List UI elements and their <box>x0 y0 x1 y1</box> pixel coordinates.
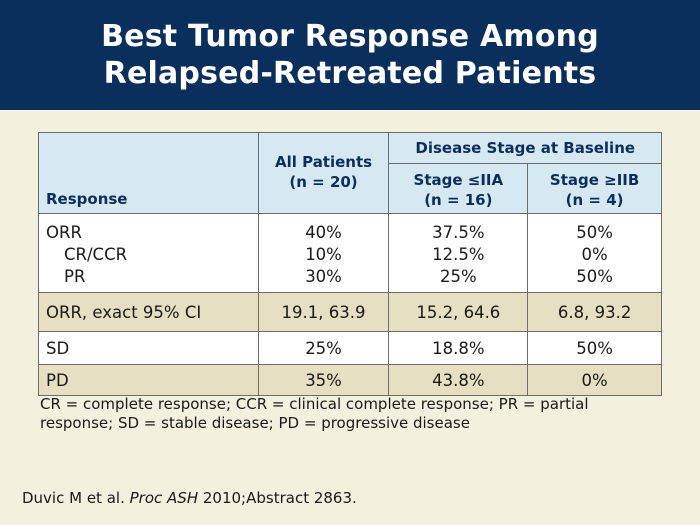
pd-stage-iia-value: 43.8% <box>388 364 529 396</box>
table-column-header-row: Stage ≤IIA (n = 16) Stage ≥IIB (n = 4) <box>39 163 662 214</box>
response-column-header: Response <box>38 132 259 214</box>
pr-stage-iia-value: 25% <box>439 267 477 286</box>
table-group-header-row: Response All Patients (n = 20) Disease S… <box>38 132 662 214</box>
cr-ccr-all-value: 10% <box>305 245 342 264</box>
table-row-sd: SD 25% 18.8% 50% <box>38 331 662 365</box>
table-row-orr: ORR CR/CCR PR 40% 10% 30% 37.5% 12.5% 25… <box>38 213 662 293</box>
stage-iib-header-label: Stage ≥IIB <box>549 171 640 189</box>
orr-label: ORR <box>46 223 82 242</box>
stage-iib-header-n: (n = 4) <box>565 191 624 209</box>
table-row-pd: PD 35% 43.8% 0% <box>38 364 662 396</box>
citation: Duvic M et al. Proc ASH 2010;Abstract 28… <box>22 489 357 507</box>
ci-stage-iia-value: 15.2, 64.6 <box>388 292 529 332</box>
abbreviation-footnote: CR = complete response; CCR = clinical c… <box>40 395 589 432</box>
orr-stage-iib-cell: 50% 0% 50% <box>527 213 662 293</box>
slide-title-line1: Best Tumor Response Among <box>101 19 599 54</box>
citation-details: 2010;Abstract 2863. <box>202 489 357 507</box>
all-patients-header-label: All Patients <box>274 152 373 171</box>
cr-ccr-stage-iib-value: 0% <box>581 245 608 264</box>
stage-iia-column-header: Stage ≤IIA (n = 16) <box>388 163 529 214</box>
orr-stage-iia-cell: 37.5% 12.5% 25% <box>388 213 529 293</box>
tumor-response-table: Response All Patients (n = 20) Disease S… <box>38 132 662 396</box>
disease-stage-header-label: Disease Stage at Baseline <box>415 139 636 157</box>
pr-label: PR <box>64 267 86 286</box>
orr-stage-iib-value: 50% <box>576 223 613 242</box>
all-patients-header-n: (n = 20) <box>289 172 358 191</box>
pd-all-value: 35% <box>257 364 390 396</box>
table-row-orr-ci: ORR, exact 95% CI 19.1, 63.9 15.2, 64.6 … <box>38 292 662 332</box>
title-banner: Best Tumor Response Among Relapsed-Retre… <box>0 0 700 110</box>
cr-ccr-label: CR/CCR <box>64 245 128 264</box>
sd-stage-iib-value: 50% <box>527 331 662 365</box>
response-header-label: Response <box>46 190 128 208</box>
all-patients-column-header: All Patients (n = 20) <box>257 132 390 214</box>
orr-all-cell: 40% 10% 30% <box>257 213 390 293</box>
stage-iia-header-label: Stage ≤IIA <box>413 171 504 189</box>
slide-title-line2: Relapsed-Retreated Patients <box>103 56 597 91</box>
orr-label-cell: ORR CR/CCR PR <box>38 213 259 293</box>
stage-iib-column-header: Stage ≥IIB (n = 4) <box>527 163 662 214</box>
cr-ccr-stage-iia-value: 12.5% <box>432 245 485 264</box>
sd-stage-iia-value: 18.8% <box>388 331 529 365</box>
pd-label-cell: PD <box>38 364 259 396</box>
stage-iia-header-n: (n = 16) <box>424 191 493 209</box>
sd-label-cell: SD <box>38 331 259 365</box>
orr-all-value: 40% <box>305 223 342 242</box>
citation-journal: Proc ASH <box>129 489 199 507</box>
pr-all-value: 30% <box>305 267 342 286</box>
ci-all-value: 19.1, 63.9 <box>257 292 390 332</box>
pd-stage-iib-value: 0% <box>527 364 662 396</box>
disease-stage-group-header: Disease Stage at Baseline <box>388 132 662 164</box>
pr-stage-iib-value: 50% <box>576 267 613 286</box>
sd-all-value: 25% <box>257 331 390 365</box>
orr-stage-iia-value: 37.5% <box>432 223 485 242</box>
citation-authors: Duvic M et al. <box>22 489 125 507</box>
ci-stage-iib-value: 6.8, 93.2 <box>527 292 662 332</box>
ci-label-cell: ORR, exact 95% CI <box>38 292 259 332</box>
